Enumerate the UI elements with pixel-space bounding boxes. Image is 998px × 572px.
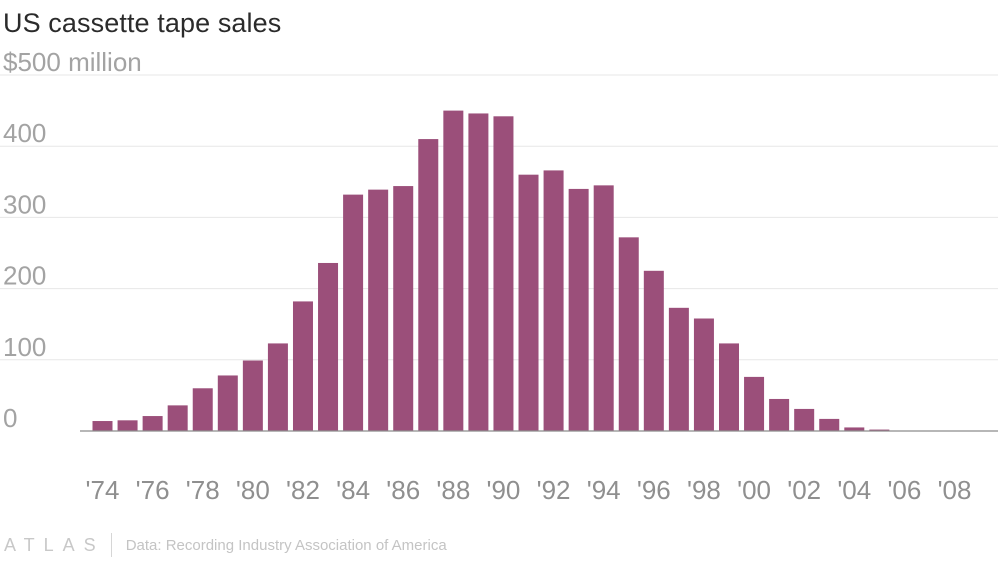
x-tick-label: '00 bbox=[737, 475, 771, 505]
y-tick-label: 400 bbox=[3, 118, 46, 148]
bar-79 bbox=[217, 375, 238, 431]
bar-75 bbox=[117, 420, 138, 431]
y-tick-label: 0 bbox=[3, 403, 17, 433]
bar-77 bbox=[167, 405, 188, 431]
x-tick-label: '86 bbox=[386, 475, 420, 505]
x-tick-label: '78 bbox=[186, 475, 220, 505]
x-tick-label: '82 bbox=[286, 475, 320, 505]
bar-01 bbox=[769, 398, 790, 431]
chart-title: US cassette tape sales bbox=[3, 8, 282, 38]
bar-87 bbox=[418, 139, 439, 431]
bar-00 bbox=[744, 376, 765, 431]
bar-76 bbox=[142, 416, 163, 431]
x-tick-label: '92 bbox=[537, 475, 571, 505]
bar-93 bbox=[568, 188, 589, 431]
bar-89 bbox=[468, 113, 489, 431]
x-tick-label: '76 bbox=[136, 475, 170, 505]
x-tick-label: '90 bbox=[487, 475, 521, 505]
bar-94 bbox=[593, 185, 614, 431]
x-axis-ticks: '74 '76 '78 '80 '82 '84 '86 '88 '90 '92 '94 '96 '98 '… bbox=[86, 475, 972, 505]
y-tick-label: 200 bbox=[3, 261, 46, 291]
x-tick-label: '04 bbox=[837, 475, 871, 505]
bar-78 bbox=[192, 388, 213, 431]
bar-90 bbox=[493, 116, 514, 432]
x-tick-label: '98 bbox=[687, 475, 721, 505]
bar-05 bbox=[869, 429, 890, 431]
bars bbox=[92, 110, 965, 432]
bar-83 bbox=[318, 262, 339, 431]
bar-85 bbox=[368, 189, 389, 431]
x-tick-label: '74 bbox=[86, 475, 120, 505]
bar-97 bbox=[668, 307, 689, 431]
bar-99 bbox=[719, 343, 739, 431]
bar-98 bbox=[693, 318, 714, 431]
bar-96 bbox=[643, 270, 664, 431]
bar-80 bbox=[242, 360, 263, 431]
x-tick-label: '80 bbox=[236, 475, 270, 505]
y-tick-label: 100 bbox=[3, 332, 46, 362]
bar-92 bbox=[543, 170, 564, 431]
y-tick-label: $500 million bbox=[3, 47, 142, 77]
x-tick-label: '88 bbox=[436, 475, 470, 505]
bar-74 bbox=[92, 421, 113, 431]
footer: ATLAS Data: Recording Industry Associati… bbox=[4, 533, 447, 557]
x-tick-label: '84 bbox=[336, 475, 370, 505]
bar-02 bbox=[794, 408, 815, 431]
bar-81 bbox=[267, 343, 288, 431]
y-axis-ticks: 0 100 200 300 400 $500 million bbox=[3, 47, 142, 433]
x-tick-label: '08 bbox=[938, 475, 972, 505]
x-tick-label: '06 bbox=[887, 475, 921, 505]
x-tick-label: '94 bbox=[587, 475, 621, 505]
bar-84 bbox=[343, 194, 364, 431]
brand-logo: ATLAS bbox=[4, 534, 105, 555]
bar-82 bbox=[292, 301, 313, 431]
bar-88 bbox=[443, 110, 464, 431]
bar-04 bbox=[844, 427, 865, 431]
bar-86 bbox=[393, 186, 414, 431]
bar-95 bbox=[618, 237, 639, 431]
data-source: Data: Recording Industry Association of … bbox=[125, 536, 447, 554]
bar-03 bbox=[819, 418, 840, 431]
x-tick-label: '02 bbox=[787, 475, 821, 505]
bar-91 bbox=[518, 174, 539, 431]
footer-divider bbox=[110, 533, 112, 557]
y-tick-label: 300 bbox=[3, 189, 46, 219]
x-tick-label: '96 bbox=[637, 475, 671, 505]
